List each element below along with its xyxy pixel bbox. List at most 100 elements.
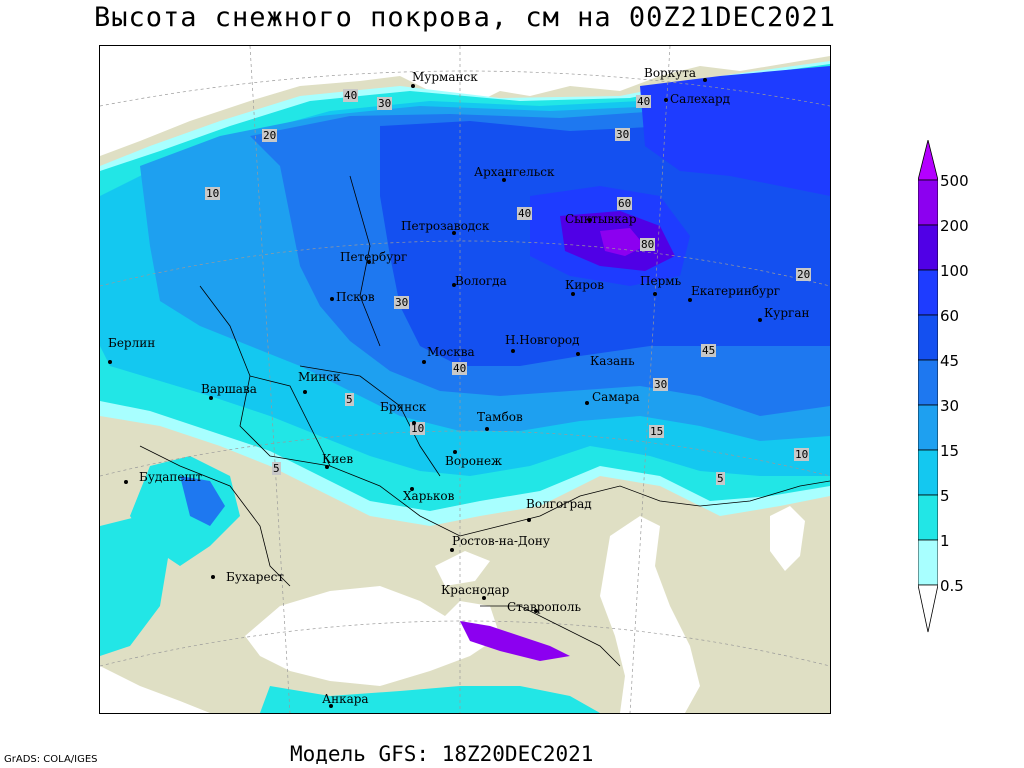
city-label: Минск <box>298 370 341 384</box>
legend-label: 100 <box>940 262 969 280</box>
contour-label: 30 <box>653 378 669 391</box>
city-label: Екатеринбург <box>691 284 781 298</box>
city-label: Ростов-на-Дону <box>452 534 550 548</box>
city-dot <box>588 218 592 222</box>
city-dot <box>485 427 489 431</box>
contour-label: 30 <box>615 128 631 141</box>
city-label: Волгоград <box>526 497 592 511</box>
map-canvas <box>100 46 830 713</box>
city-dot <box>450 548 454 552</box>
legend-label: 5 <box>940 487 950 505</box>
city-label: Архангельск <box>474 165 555 179</box>
borders <box>139 175 830 667</box>
contour-label: 60 <box>617 197 633 210</box>
snow-cover-layers <box>100 61 830 713</box>
grads-credit: GrADS: COLA/IGES <box>4 754 98 765</box>
contour-label: 5 <box>716 472 725 485</box>
city-dot <box>124 480 128 484</box>
legend-label: 45 <box>940 352 960 370</box>
city-label: Салехард <box>670 92 731 106</box>
city-label: Бухарест <box>226 570 284 584</box>
city-label: Сыктывкар <box>565 212 637 226</box>
contour-label: 40 <box>517 207 533 220</box>
contour-label: 10 <box>205 187 221 200</box>
legend-label: 30 <box>940 397 960 415</box>
city-dot <box>453 450 457 454</box>
city-label: Москва <box>427 345 475 359</box>
contour-label: 10 <box>794 448 810 461</box>
city-label: Киев <box>322 452 354 466</box>
city-dot <box>585 401 589 405</box>
city-label: Воркута <box>644 66 697 80</box>
city-label: Самара <box>592 390 640 404</box>
contour-label: 40 <box>343 89 359 102</box>
aral-sea <box>770 506 805 571</box>
city-dot <box>422 360 426 364</box>
city-dot <box>502 178 506 182</box>
contour-label: 40 <box>636 95 652 108</box>
city-label: Тамбов <box>477 410 523 424</box>
snow-balkans <box>100 516 170 656</box>
contour-label: 15 <box>649 425 665 438</box>
city-label: Брянск <box>380 400 427 414</box>
legend-label: 1 <box>940 532 950 550</box>
city-label: Петербург <box>340 250 408 264</box>
city-dot <box>412 421 416 425</box>
contour-label: 5 <box>272 462 281 475</box>
snow-anatolia <box>260 686 600 713</box>
city-label: Анкара <box>322 692 369 706</box>
model-caption: Модель GFS: 18Z20DEC2021 <box>290 742 594 766</box>
snow-60cm <box>640 66 830 196</box>
snow-carpathians-high <box>180 476 225 526</box>
city-label: Н.Новгород <box>505 333 580 347</box>
city-label: Казань <box>590 354 635 368</box>
city-dot <box>534 609 538 613</box>
city-dot <box>209 396 213 400</box>
city-dot <box>330 297 334 301</box>
legend-label: 500 <box>940 172 969 190</box>
snow-200cm <box>600 228 645 256</box>
city-label: Псков <box>336 290 375 304</box>
graticule <box>100 46 830 713</box>
contour-label: 30 <box>377 97 393 110</box>
contour-label: 20 <box>262 129 278 142</box>
city-dot <box>511 349 515 353</box>
mediterranean <box>100 666 210 713</box>
city-label: Берлин <box>108 336 156 350</box>
snow-caucasus <box>460 621 570 661</box>
city-label: Будапешт <box>139 470 203 484</box>
city-dot <box>329 704 333 708</box>
black-sea <box>245 586 500 686</box>
city-dot <box>688 298 692 302</box>
city-dot <box>571 292 575 296</box>
city-dot <box>411 84 415 88</box>
city-dot <box>653 292 657 296</box>
city-dot <box>211 575 215 579</box>
contour-label: 30 <box>394 296 410 309</box>
snow-depth-map <box>99 45 831 714</box>
contour-label: 45 <box>701 344 717 357</box>
legend-label: 60 <box>940 307 960 325</box>
city-label: Киров <box>565 278 604 292</box>
legend-label: 15 <box>940 442 960 460</box>
city-label: Харьков <box>403 489 455 503</box>
city-dot <box>367 260 371 264</box>
legend-label: 0.5 <box>940 577 964 595</box>
city-dot <box>703 78 707 82</box>
city-dot <box>303 390 307 394</box>
caspian-sea <box>600 516 700 713</box>
city-dot <box>482 596 486 600</box>
contour-label: 20 <box>796 268 812 281</box>
city-label: Курган <box>764 306 810 320</box>
city-label: Вологда <box>455 274 507 288</box>
legend-label: 200 <box>940 217 969 235</box>
city-label: Воронеж <box>445 454 503 468</box>
city-dot <box>410 487 414 491</box>
city-label: Мурманск <box>412 70 478 84</box>
city-dot <box>452 231 456 235</box>
map-title: Высота снежного покрова, см на 00Z21DEC2… <box>94 2 836 33</box>
city-dot <box>325 465 329 469</box>
city-label: Краснодар <box>441 583 510 597</box>
contour-label: 10 <box>410 422 426 435</box>
color-bar <box>918 140 938 633</box>
